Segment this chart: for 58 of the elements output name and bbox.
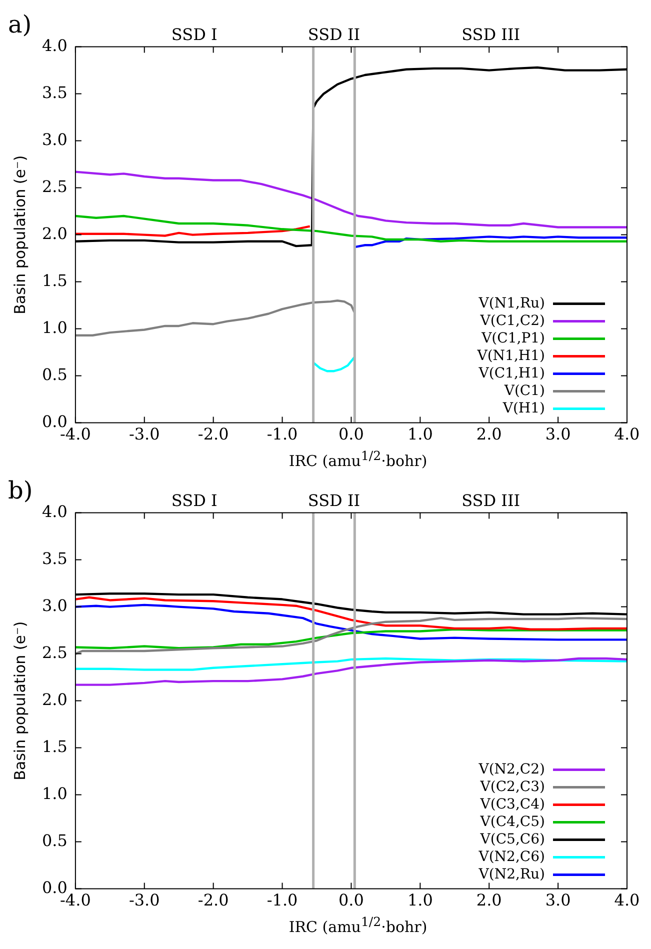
x-tick-label: 0.0	[338, 890, 364, 910]
y-tick-label: 1.5	[42, 736, 68, 756]
text: SSD II	[308, 24, 360, 44]
legend-label: V(N2,C6)	[478, 848, 545, 865]
y-tick-label: 2.0	[42, 690, 68, 709]
legend-label: V(C5,C6)	[479, 831, 545, 848]
x-tick-label: -3.0	[128, 424, 160, 444]
y-tick-label: 1.0	[42, 318, 68, 337]
y-tick-label: 3.5	[42, 548, 68, 568]
y-tick-label: 4.0	[42, 502, 68, 521]
x-axis-title: IRC (amu$^{1/2}$·bohr)	[288, 448, 428, 472]
y-axis-title: Basin population (e⁻)	[10, 621, 29, 780]
legend-label: V(C3,C4)	[479, 796, 545, 812]
y-tick-label: 3.5	[42, 82, 68, 102]
legend-label: V(H1)	[502, 400, 545, 416]
legend-label: V(C1,C2)	[479, 312, 545, 329]
y-tick-label: 3.0	[42, 130, 68, 149]
x-tick-label: 3.0	[545, 890, 571, 910]
y-tick-label: 2.5	[42, 642, 68, 662]
legend-label: V(N1,Ru)	[478, 295, 545, 312]
legend-label: V(C1,H1)	[478, 365, 545, 382]
x-tick-label: -3.0	[128, 890, 160, 910]
y-tick-label: 0.5	[42, 364, 68, 384]
y-tick-label: 2.0	[42, 224, 68, 243]
legend-label: V(N2,Ru)	[478, 866, 545, 882]
x-tick-label: 3.0	[545, 424, 571, 444]
text: SSD III	[462, 24, 520, 44]
x-tick-label: -1.0	[266, 890, 298, 910]
y-axis-title: Basin population (e⁻)	[10, 155, 29, 314]
x-tick-label: 4.0	[614, 890, 640, 910]
text: SSD I	[171, 24, 218, 44]
text: SSD III	[462, 490, 520, 510]
y-tick-label: 2.5	[42, 176, 68, 196]
y-tick-label: 1.5	[42, 270, 68, 290]
x-tick-label: -2.0	[198, 424, 229, 444]
x-tick-label: 1.0	[407, 424, 433, 444]
legend-label: V(C4,C5)	[479, 814, 545, 830]
x-tick-label: 1.0	[407, 890, 433, 910]
text: SSD II	[308, 490, 360, 510]
y-tick-label: 0.5	[42, 830, 68, 850]
legend-label: V(N2,C2)	[478, 761, 545, 778]
x-tick-label: 2.0	[476, 424, 502, 444]
chart-title: b)	[8, 476, 33, 505]
y-tick-label: 3.0	[42, 596, 68, 615]
legend-label: V(C1)	[503, 382, 545, 399]
legend-label: V(C2,C3)	[479, 778, 545, 795]
y-tick-label: 1.0	[42, 784, 68, 803]
x-tick-label: 4.0	[614, 424, 640, 444]
x-tick-label: -1.0	[266, 424, 298, 444]
y-tick-label: 4.0	[42, 36, 68, 55]
chart-title: a)	[8, 10, 32, 39]
legend-label: V(C1,P1)	[480, 330, 545, 346]
x-tick-label: -2.0	[198, 890, 229, 910]
x-axis-title: IRC (amu$^{1/2}$·bohr)	[288, 914, 428, 938]
x-tick-label: 0.0	[338, 424, 364, 444]
legend-label: V(N1,H1)	[476, 348, 545, 364]
text: SSD I	[171, 490, 218, 510]
x-tick-label: 2.0	[476, 890, 502, 910]
